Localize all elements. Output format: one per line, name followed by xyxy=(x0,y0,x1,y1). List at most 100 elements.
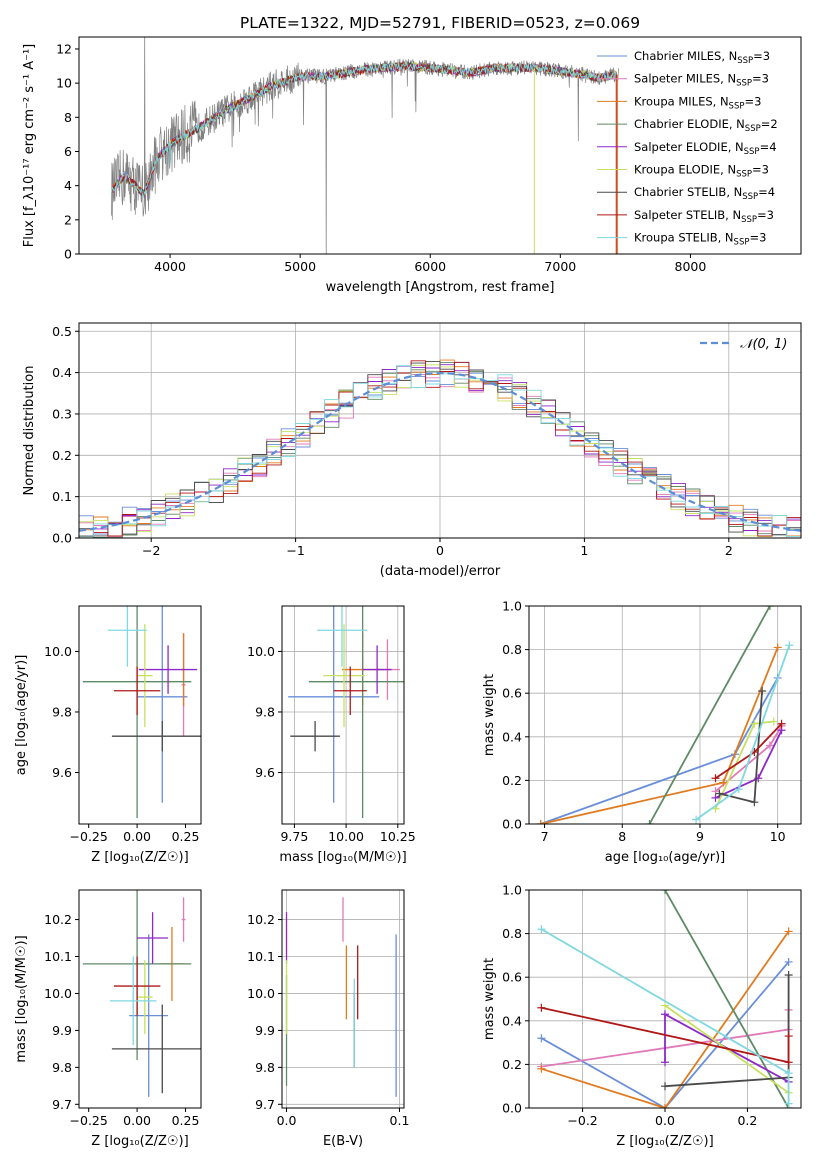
y-tick-label: 0.4 xyxy=(52,365,72,380)
axes-frame xyxy=(281,605,405,825)
weight-marker-kroupa_stelib xyxy=(784,1099,793,1108)
x-tick-label: 5000 xyxy=(284,259,316,274)
histogram-chabrier_stelib xyxy=(79,361,801,537)
legend-name: Chabrier STELIB, N xyxy=(634,185,742,199)
y-tick-label: 0.0 xyxy=(502,817,522,832)
x-tick-label: 0.2 xyxy=(737,1113,757,1128)
x-tick-label: −2 xyxy=(142,543,160,558)
legend-label: Salpeter STELIB, NSSP=3 xyxy=(634,208,774,225)
y-tick-label: 8 xyxy=(64,110,72,125)
y-tick-label: 0.6 xyxy=(502,970,522,985)
y-tick-label: 0.2 xyxy=(502,1057,522,1072)
y-tick-label: 10.2 xyxy=(44,912,72,927)
x-tick-label: 0.25 xyxy=(172,829,200,844)
weight-line-chabrier_stelib xyxy=(664,975,790,1088)
y-tick-label: 1.0 xyxy=(502,599,522,614)
weight-marker-chabrier_stelib xyxy=(784,971,793,980)
axes-frame xyxy=(78,36,802,255)
legend-name: Salpeter STELIB, N xyxy=(634,208,741,222)
legend-suffix: =3 xyxy=(753,49,770,63)
y-tick-label: 0.2 xyxy=(502,773,522,788)
plot-layer: 4000 5000 6000 7000 8000024681012wavelength … xyxy=(14,36,802,1149)
y-tick-label: 9.8 xyxy=(255,1060,275,1075)
x-tick-label: 7 xyxy=(541,829,549,844)
weight-marker-kroupa_stelib xyxy=(537,925,546,934)
legend-label: Kroupa MILES, NSSP=3 xyxy=(634,94,761,111)
weight-marker-salpeter_stelib xyxy=(537,1003,546,1012)
model-line-kroupa_stelib xyxy=(111,62,617,199)
mass_vs_Z-frame: −0.25 0.00 0.25 9.7 9.8 9.9 10.0 10.1 10.2 xyxy=(44,889,202,1128)
legend-sub: SSP xyxy=(734,238,750,248)
weight-marker-chabrier_stelib xyxy=(750,798,759,807)
x-tick-label: 0 xyxy=(436,543,444,558)
normal-pdf-curve xyxy=(79,371,801,532)
y-tick-label: 10.0 xyxy=(247,644,275,659)
residual_distribution-axes xyxy=(79,323,801,539)
model-line-salpeter_stelib xyxy=(111,60,617,196)
y-tick-label: 10.0 xyxy=(44,644,72,659)
age_vs_Z-ylabel: age [log₁₀(age/yr)] xyxy=(14,655,29,776)
y-tick-label: 1.0 xyxy=(502,883,522,898)
y-tick-label: 0.0 xyxy=(502,1101,522,1116)
axes-frame xyxy=(528,605,802,825)
weight_vs_age-lines xyxy=(536,606,794,824)
x-tick-label: 0.00 xyxy=(123,1113,151,1128)
weight-marker-salpeter_elodie xyxy=(661,1058,669,1067)
weight-marker-salpeter_stelib xyxy=(777,719,786,728)
residual_distribution-xlabel: (data-model)/error xyxy=(380,564,501,579)
legend-name: Kroupa ELODIE, N xyxy=(634,163,736,177)
x-tick-label: −0.25 xyxy=(70,1113,108,1128)
weight-marker-chabrier_elodie xyxy=(645,820,654,824)
legend-sub: SSP xyxy=(742,192,758,202)
x-tick-label: 0.25 xyxy=(172,1113,200,1128)
y-tick-label: 12 xyxy=(56,41,72,56)
x-tick-label: 10.00 xyxy=(328,829,364,844)
spectrum-frame: 4000 5000 6000 7000 8000 0 2 4 6 8 10 12 xyxy=(56,36,802,274)
legend-sub: SSP xyxy=(736,170,752,180)
x-tick-label: 7000 xyxy=(544,259,576,274)
y-tick-label: 0.4 xyxy=(502,729,522,744)
legend-name: Chabrier ELODIE, N xyxy=(634,117,745,131)
y-tick-label: 0.6 xyxy=(502,686,522,701)
y-tick-label: 9.9 xyxy=(52,1023,72,1038)
x-tick-label: 10.25 xyxy=(380,829,416,844)
y-tick-label: 10.0 xyxy=(44,986,72,1001)
y-tick-label: 9.6 xyxy=(52,765,72,780)
model-line-kroupa_elodie xyxy=(111,61,617,196)
weight-marker-kroupa_miles xyxy=(537,1064,546,1073)
spectrum-lines xyxy=(111,37,620,254)
legend-suffix: =3 xyxy=(757,208,774,222)
legend-suffix: =3 xyxy=(744,94,761,108)
y-tick-label: 0.0 xyxy=(52,531,72,546)
x-tick-label: −0.2 xyxy=(567,1113,597,1128)
legend-name: Salpeter MILES, N xyxy=(634,72,736,86)
weight-marker-chabrier_elodie xyxy=(661,890,669,894)
weight-marker-kroupa_stelib xyxy=(734,785,743,794)
weight_vs_Z-xlabel: Z [log₁₀(Z/Z☉)] xyxy=(616,1134,713,1149)
y-tick-label: 9.8 xyxy=(52,704,72,719)
weight_vs_Z-lines xyxy=(537,890,793,1108)
x-tick-label: 6000 xyxy=(414,259,446,274)
weight-marker-kroupa_miles xyxy=(773,643,782,652)
legend-sub: SSP xyxy=(729,101,745,111)
x-tick-label: 9.75 xyxy=(280,829,308,844)
weight_vs_Z-axes xyxy=(529,889,801,1109)
residual_distribution-frame: −2 −1 0 1 2 0.0 0.1 0.2 0.3 0.4 0.5 xyxy=(52,322,802,558)
weight-marker-kroupa_elodie xyxy=(769,717,778,726)
mass_vs_Z-xlabel: Z [log₁₀(Z/Z☉)] xyxy=(91,1134,188,1149)
legend-name: Kroupa STELIB, N xyxy=(634,231,734,245)
weight-marker-kroupa_elodie xyxy=(750,719,759,728)
model-line-salpeter_elodie xyxy=(111,61,617,198)
observed-spectrum-line xyxy=(111,37,620,254)
weight-line-chabrier_elodie xyxy=(648,606,771,824)
y-tick-label: 0.4 xyxy=(502,1013,522,1028)
x-tick-label: 0.0 xyxy=(655,1113,675,1128)
legend-name: Chabrier MILES, N xyxy=(634,49,737,63)
y-tick-label: 10.1 xyxy=(247,949,275,964)
model-line-salpeter_miles xyxy=(111,61,617,196)
y-tick-label: 9.8 xyxy=(255,704,275,719)
legend-sub: SSP xyxy=(737,56,753,66)
weight-marker-salpeter_stelib xyxy=(784,1032,793,1041)
age_vs_Z-errorbars xyxy=(82,606,201,818)
figure-title: PLATE=1322, MJD=52791, FIBERID=0523, z=0… xyxy=(240,14,640,32)
